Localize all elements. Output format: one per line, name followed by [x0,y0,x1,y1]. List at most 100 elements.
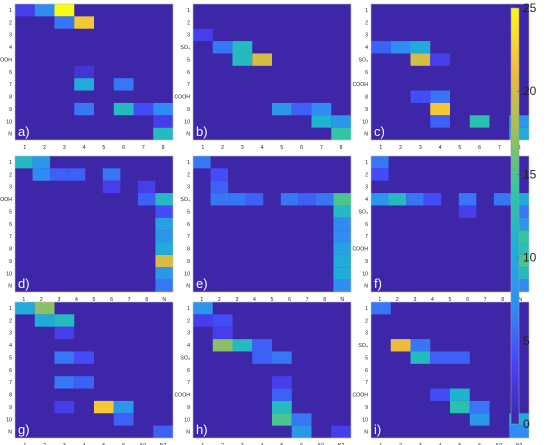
y-tick-label: 7 [365,380,368,386]
x-tick-label: 4 [261,145,264,151]
y-tick-label: 2 [187,172,190,178]
y-tick-label: 10 [362,417,368,423]
x-tick-label: 3 [63,443,66,445]
y-tick-label: 8 [9,393,12,399]
heatmap-cell [291,102,312,116]
heatmap-cell [74,65,94,79]
x-tick-label: 5 [102,443,105,445]
heatmap-cell [54,16,75,29]
x-tick-label: 7 [128,297,131,303]
heatmap-cell [410,41,431,54]
heatmap-cell [193,314,213,327]
y-tick-label: COOH [0,57,12,63]
y-tick-label: 10 [184,417,190,423]
y-tick-label: N [364,284,368,290]
x-tick-label: 8 [340,145,343,151]
y-tick-label: N [8,132,12,138]
y-tick-label: 1 [187,160,190,166]
heatmap-cell [153,115,173,128]
heatmap-cell [469,115,490,128]
y-tick-label: 1 [187,306,190,312]
y-tick-label: 4 [9,343,12,349]
heatmap-cell [333,254,351,268]
y-tick-label: 6 [9,368,12,374]
y-tick-label: 6 [365,222,368,228]
heatmap-cell [102,180,121,194]
x-tick-label: 1 [378,297,381,303]
heatmap-cell [228,193,246,206]
heatmap-cell [155,279,173,292]
colorbar-gradient [510,7,520,425]
heatmap-cell [34,4,55,17]
panel-background [371,156,529,292]
x-tick-label: 7 [320,145,323,151]
heatmap-cell [15,4,35,17]
heatmap-cell [113,400,134,414]
y-tick-label: 1 [187,8,190,14]
colorbar: 0 5 10 15 20 25 [510,1,537,431]
panel-label: d) [18,276,30,291]
colorbar-tick-label: 0 [523,417,530,431]
y-tick-label: 2 [365,172,368,178]
y-tick-label: COOH [174,393,190,399]
heatmap-panel-f: 1 2 3 4 SO₄ 6 7 COOH 9 10 N 1 2 3 4 5 6 7 8 Nf) [352,155,530,303]
heatmap-cell [331,425,351,438]
heatmap-cell [291,413,312,426]
heatmap-cell [311,102,332,116]
x-tick-label: 3 [419,145,422,151]
heatmap-cell [371,168,389,181]
x-tick-label: 3 [235,297,238,303]
heatmap-cell [193,28,213,42]
y-tick-label: 4 [9,45,12,51]
heatmap-cell [423,193,442,206]
heatmap-cell [212,339,233,352]
x-tick-label: 1 [379,145,382,151]
x-tick-label: 7 [484,297,487,303]
y-tick-label: 6 [9,222,12,228]
y-tick-label: 2 [9,20,12,26]
y-tick-label: 6 [187,222,190,228]
heatmap-cell [390,339,411,352]
y-tick-label: 3 [9,33,12,39]
heatmap-cell [410,90,431,103]
y-tick-label: SO₄ [358,57,368,63]
x-tick-label: 1 [22,297,25,303]
y-tick-label: 10 [184,119,190,125]
heatmap-cell [509,425,529,438]
panel-label: g) [18,422,30,437]
y-tick-label: N [186,284,190,290]
y-tick-label: 2 [9,318,12,324]
y-tick-label: 7 [187,82,190,88]
heatmap-cell [493,193,512,206]
x-tick-label: 6 [300,145,303,151]
y-tick-label: 8 [9,247,12,253]
y-tick-label: 2 [365,318,368,324]
heatmap-panel-g: 12345678910N123456N1N2g) [6,301,174,445]
x-tick-label: 3 [413,297,416,303]
y-tick-label: 8 [9,95,12,101]
y-tick-label: 9 [187,107,190,113]
x-tick-label: 6 [478,443,481,445]
heatmap-cell [252,351,272,364]
panel-frame [370,3,530,141]
heatmap-cell [74,78,94,91]
heatmap-cell [74,351,94,364]
heatmap-cell [333,230,351,243]
heatmap-cell [54,376,75,389]
x-tick-label: 1 [200,297,203,303]
x-tick-label: 3 [241,145,244,151]
x-tick-label: 3 [241,443,244,445]
y-tick-label: 3 [9,331,12,337]
x-tick-label: 2 [399,443,402,445]
x-tick-label: 8 [323,297,326,303]
y-tick-label: 9 [187,405,190,411]
y-tick-label: 6 [365,70,368,76]
y-tick-label: 4 [187,343,190,349]
panel-frame [370,301,530,439]
x-tick-label: 2 [218,297,221,303]
heatmap-cell [388,193,407,206]
heatmap-cell [54,351,75,364]
heatmap-cell [155,267,173,280]
y-tick-label: SO₄ [358,209,368,215]
